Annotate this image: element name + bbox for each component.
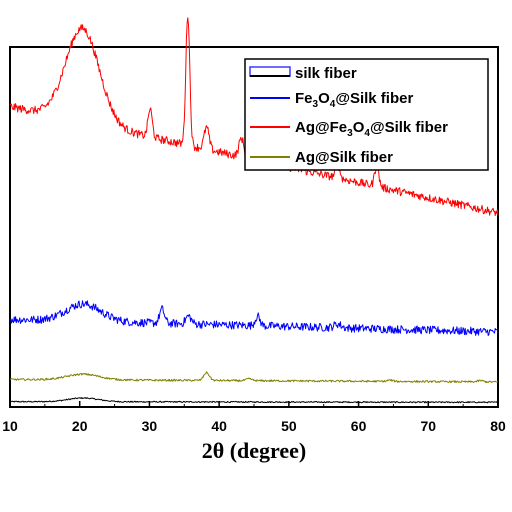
x-axis-ticks: 10 20 30 40 50 60 70 80 (2, 401, 506, 434)
legend: silk fiber Fe3O4@Silk fiber Ag@Fe3O4@Silk … (244, 58, 489, 171)
x-axis-label: 2θ (degree) (202, 438, 307, 463)
x-tick-label: 70 (420, 418, 436, 434)
series-line-0 (9, 397, 498, 404)
x-tick-label: 80 (490, 418, 506, 434)
x-tick-label: 50 (281, 418, 297, 434)
legend-label-0: silk fiber (295, 65, 357, 82)
x-tick-label: 60 (351, 418, 367, 434)
series-line-1 (9, 300, 499, 336)
x-tick-label: 10 (2, 418, 18, 434)
legend-swatch-0 (249, 66, 291, 77)
legend-label-2: Ag@Fe3O4@Silk fiber (295, 119, 448, 139)
x-tick-label: 20 (72, 418, 88, 434)
series-line-3 (9, 371, 499, 384)
x-tick-label: 30 (142, 418, 158, 434)
x-tick-label: 40 (211, 418, 227, 434)
legend-box (244, 58, 489, 171)
legend-label-1: Fe3O4@Silk fiber (295, 90, 413, 110)
legend-label-3: Ag@Silk fiber (295, 149, 393, 166)
